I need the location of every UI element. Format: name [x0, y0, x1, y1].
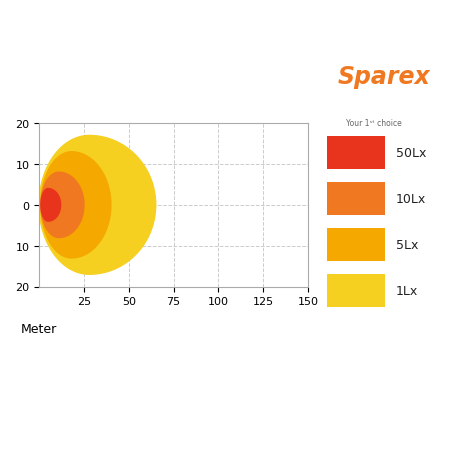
Bar	[326, 137, 384, 170]
Bar	[326, 183, 384, 216]
Text: Meter: Meter	[20, 323, 56, 336]
Text: 1Lx: 1Lx	[395, 284, 417, 297]
Bar	[326, 228, 384, 262]
Text: Your 1ˢᵗ choice: Your 1ˢᵗ choice	[345, 119, 401, 128]
Polygon shape	[41, 189, 61, 222]
Polygon shape	[39, 136, 155, 274]
Text: 5Lx: 5Lx	[395, 238, 417, 252]
Text: Sparex: Sparex	[337, 65, 430, 89]
Text: 10Lx: 10Lx	[395, 192, 425, 206]
Polygon shape	[41, 173, 84, 238]
Polygon shape	[41, 152, 111, 258]
Text: 50Lx: 50Lx	[395, 147, 425, 160]
Bar	[326, 274, 384, 307]
